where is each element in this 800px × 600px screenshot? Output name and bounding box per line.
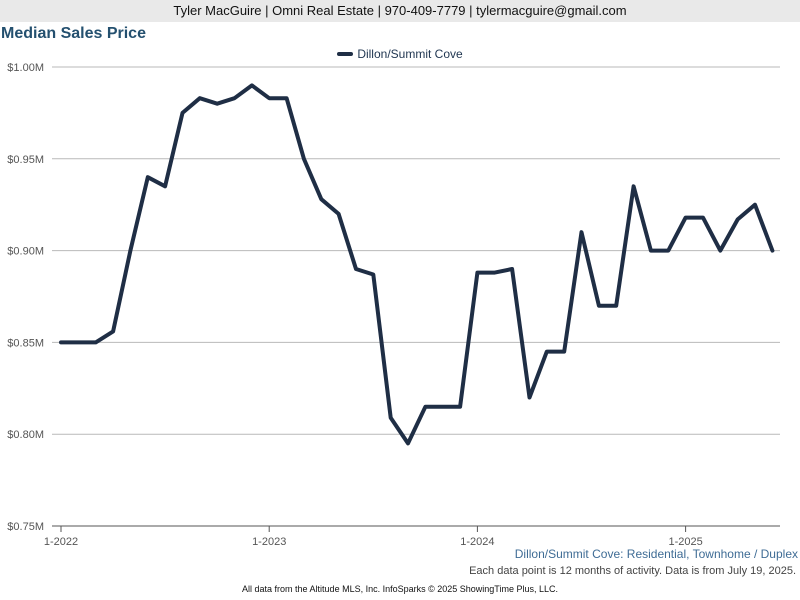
grid-lines: [52, 66, 780, 527]
legend-swatch: [337, 51, 354, 56]
y-tick-label: $0.80M: [7, 429, 44, 441]
series-group: [59, 83, 775, 446]
chart-title: Median Sales Price: [1, 25, 146, 42]
footer-credit: All data from the Altitude MLS, Inc. Inf…: [242, 584, 558, 594]
y-axis-ticks: $0.75M $0.80M $0.85M $0.90M $0.95M $1.00M: [7, 62, 44, 533]
chart-subtitle: Dillon/Summit Cove: Residential, Townhom…: [514, 547, 798, 561]
y-tick-label: $0.95M: [7, 154, 44, 166]
y-tick-label: $0.85M: [7, 337, 44, 349]
y-tick-label: $0.90M: [7, 246, 44, 258]
x-tick-label: 1-2025: [668, 536, 702, 548]
legend-label: Dillon/Summit Cove: [357, 46, 463, 61]
top-banner: Tyler MacGuire | Omni Real Estate | 970-…: [0, 0, 800, 22]
legend: Dillon/Summit Cove: [0, 46, 800, 61]
y-tick-label: $0.75M: [7, 521, 44, 533]
x-axis: 1-2022 1-2023 1-2024 1-2025: [44, 525, 780, 548]
y-tick-label: $1.00M: [7, 62, 44, 74]
x-tick-label: 1-2022: [44, 536, 78, 548]
data-note: Each data point is 12 months of activity…: [469, 565, 796, 577]
x-tick-label: 1-2024: [460, 536, 494, 548]
x-tick-label: 1-2023: [252, 536, 286, 548]
series-line: [59, 83, 775, 446]
